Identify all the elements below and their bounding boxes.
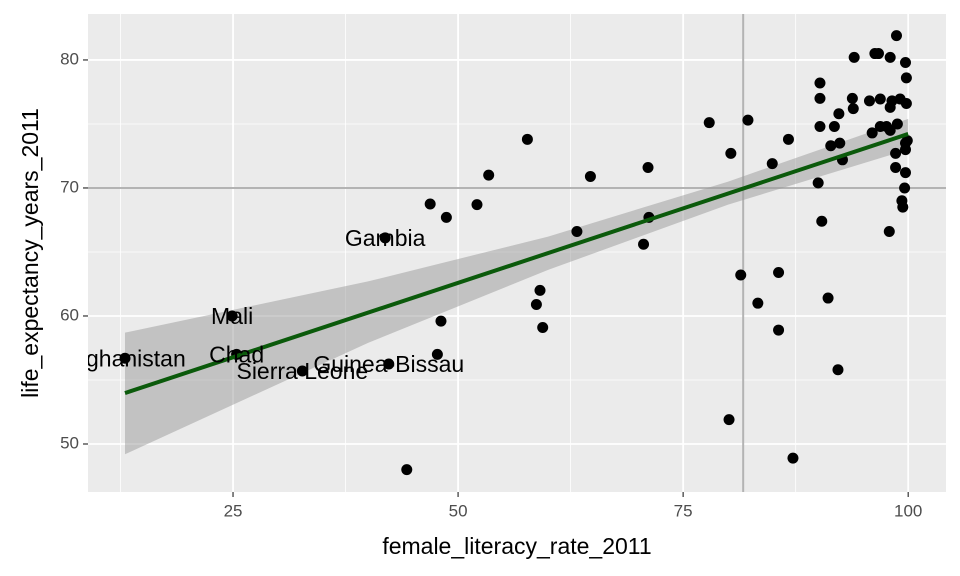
x-tick-label: 100	[894, 501, 922, 520]
point	[530, 298, 542, 310]
point	[752, 297, 764, 309]
point	[431, 348, 443, 360]
axes: 25 50 75 100 50 60 70 80	[60, 49, 922, 520]
point	[897, 201, 909, 213]
point-label: Afghanistan	[64, 345, 185, 371]
point	[483, 169, 495, 181]
point	[846, 92, 858, 104]
y-tick-label: 60	[60, 305, 79, 324]
point	[782, 133, 794, 145]
point	[642, 161, 654, 173]
point	[723, 414, 735, 426]
y-axis-title: life_expectancy_years_2011	[17, 108, 43, 398]
point	[424, 198, 436, 210]
point	[725, 147, 737, 159]
point	[773, 324, 785, 336]
point	[766, 158, 778, 170]
point	[874, 93, 886, 105]
point	[401, 464, 413, 476]
point	[703, 117, 715, 129]
x-tick-label: 75	[674, 501, 693, 520]
y-tick-label: 70	[60, 177, 79, 196]
point	[814, 121, 826, 133]
y-tick-label: 50	[60, 433, 79, 452]
point	[899, 144, 911, 156]
point	[534, 284, 546, 296]
point	[521, 133, 533, 145]
point	[379, 232, 391, 244]
point	[901, 135, 913, 147]
point	[872, 48, 884, 60]
point	[899, 57, 911, 69]
point	[891, 118, 903, 130]
point	[787, 452, 799, 464]
point	[435, 315, 447, 327]
confidence-band	[124, 118, 909, 455]
fit-line	[124, 132, 909, 395]
point	[812, 177, 824, 189]
point	[866, 127, 878, 139]
point	[226, 310, 238, 322]
point	[471, 199, 483, 211]
point	[584, 170, 596, 182]
point	[537, 322, 549, 334]
point	[814, 92, 826, 104]
point	[296, 365, 308, 377]
point-label: Gambia	[345, 225, 426, 251]
point-label: Guinea-Bissau	[313, 351, 464, 377]
point	[822, 292, 834, 304]
point	[383, 358, 395, 370]
point	[834, 137, 846, 149]
point	[884, 51, 896, 63]
point	[848, 51, 860, 63]
x-axis-title: female_literacy_rate_2011	[382, 533, 651, 559]
point	[890, 161, 902, 173]
x-tick-label: 25	[224, 501, 243, 520]
point	[863, 95, 875, 107]
point	[742, 114, 754, 126]
point	[735, 269, 747, 281]
point	[847, 103, 859, 115]
y-tick-label: 80	[60, 49, 79, 68]
point-label: Sierra Leone	[236, 358, 368, 384]
x-tick-label: 50	[449, 501, 468, 520]
point	[119, 352, 131, 364]
point-label: Mali	[211, 303, 253, 329]
point	[816, 215, 828, 227]
point	[899, 182, 911, 194]
point	[773, 266, 785, 278]
point	[814, 77, 826, 89]
point	[828, 121, 840, 133]
point	[884, 124, 896, 136]
point	[638, 238, 650, 250]
point	[890, 147, 902, 159]
point	[825, 140, 837, 152]
point	[833, 108, 845, 120]
point	[440, 211, 452, 223]
point-label: Chad	[209, 341, 264, 367]
point	[899, 167, 911, 179]
point	[571, 225, 583, 237]
point	[900, 72, 912, 84]
point	[832, 364, 844, 376]
point	[883, 225, 895, 237]
point	[890, 30, 902, 42]
point	[900, 97, 912, 109]
